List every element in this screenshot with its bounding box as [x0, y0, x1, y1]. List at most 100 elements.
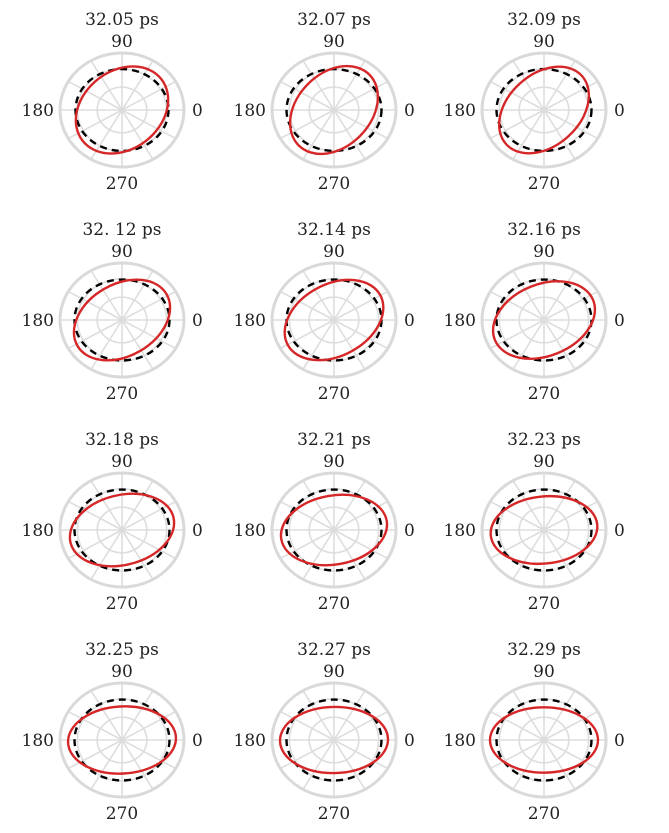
panel-title: 32.05 ps: [85, 10, 159, 30]
polar-spoke: [512, 690, 545, 741]
polar-outer-ring: [58, 681, 186, 799]
angle-label-90: 90: [533, 662, 555, 682]
series-red-curve: [489, 494, 599, 566]
angle-label-180: 180: [234, 101, 266, 121]
polar-spoke: [512, 270, 545, 321]
polar-outer-ring: [480, 261, 608, 379]
polar-spoke: [490, 739, 545, 769]
polar-spoke: [543, 529, 598, 559]
angle-label-90: 90: [323, 452, 345, 472]
polar-spoke: [543, 109, 576, 160]
polar-spoke: [543, 270, 576, 321]
polar-spoke: [280, 739, 335, 769]
angle-label-270: 270: [528, 174, 560, 194]
polar-grid-ring: [96, 506, 148, 554]
angle-label-0: 0: [192, 731, 203, 751]
polar-spoke: [490, 291, 545, 321]
angle-label-90: 90: [533, 452, 555, 472]
polar-spoke: [333, 739, 388, 769]
polar-spoke: [68, 319, 123, 349]
panel-title: 32.21 ps: [297, 430, 371, 450]
polar-spoke: [121, 480, 154, 531]
polar-spoke: [121, 319, 176, 349]
series-red-curve: [278, 705, 390, 775]
panel-title: 32.09 ps: [507, 10, 581, 30]
polar-spoke: [512, 319, 545, 370]
polar-spoke: [333, 529, 388, 559]
panel-title: 32.16 ps: [507, 220, 581, 240]
polar-grid-ring: [96, 296, 148, 344]
polar-spoke: [543, 690, 576, 741]
panel-title: 32.29 ps: [507, 640, 581, 660]
polar-spoke: [512, 529, 545, 580]
polar-grid-ring: [518, 296, 570, 344]
series-red-curve: [72, 278, 172, 362]
polar-spoke: [280, 109, 335, 139]
polar-spoke: [280, 711, 335, 741]
polar-spoke: [490, 711, 545, 741]
angle-label-0: 0: [614, 101, 625, 121]
polar-grid-ring: [96, 716, 148, 764]
angle-label-90: 90: [111, 32, 133, 52]
angle-label-270: 270: [318, 804, 350, 824]
angle-label-180: 180: [234, 731, 266, 751]
polar-spoke: [121, 739, 176, 769]
series-red-curve: [68, 492, 176, 568]
series-dashed-curve: [495, 698, 593, 782]
series-red-curve: [491, 280, 597, 360]
angle-label-270: 270: [528, 594, 560, 614]
polar-spoke: [90, 270, 123, 321]
polar-spoke: [543, 319, 598, 349]
polar-spoke: [121, 109, 176, 139]
polar-outer-ring: [270, 51, 398, 169]
polar-grid-ring: [308, 86, 360, 134]
polar-spoke: [333, 109, 388, 139]
series-dashed-curve: [74, 67, 170, 153]
polar-spoke: [333, 529, 366, 580]
polar-spoke: [333, 711, 388, 741]
polar-spoke: [68, 501, 123, 531]
polar-spoke: [302, 690, 335, 741]
polar-spoke: [490, 501, 545, 531]
angle-label-0: 0: [192, 521, 203, 541]
angle-label-90: 90: [323, 32, 345, 52]
angle-label-90: 90: [323, 662, 345, 682]
angle-label-180: 180: [444, 311, 476, 331]
series-dashed-curve: [285, 698, 383, 782]
polar-spoke: [333, 291, 388, 321]
angle-label-180: 180: [234, 521, 266, 541]
polar-spoke: [333, 319, 366, 370]
angle-label-180: 180: [444, 101, 476, 121]
polar-spoke: [543, 480, 576, 531]
polar-outer-ring: [58, 51, 186, 169]
angle-label-270: 270: [106, 804, 138, 824]
angle-label-180: 180: [444, 731, 476, 751]
series-red-curve: [488, 706, 600, 774]
polar-spoke: [490, 81, 545, 111]
angle-label-270: 270: [106, 174, 138, 194]
angle-label-270: 270: [528, 804, 560, 824]
angle-label-180: 180: [444, 521, 476, 541]
angle-label-90: 90: [533, 32, 555, 52]
polar-spoke: [68, 739, 123, 769]
polar-spoke: [280, 501, 335, 531]
angle-label-270: 270: [318, 594, 350, 614]
polar-spoke: [302, 60, 335, 111]
polar-spoke: [280, 291, 335, 321]
polar-spoke: [543, 319, 576, 370]
panel-title: 32.07 ps: [297, 10, 371, 30]
angle-label-0: 0: [614, 311, 625, 331]
polar-spoke: [543, 739, 598, 769]
polar-outer-ring: [58, 261, 186, 379]
polar-spoke: [543, 711, 598, 741]
angle-label-0: 0: [404, 521, 415, 541]
polar-outer-ring: [270, 261, 398, 379]
